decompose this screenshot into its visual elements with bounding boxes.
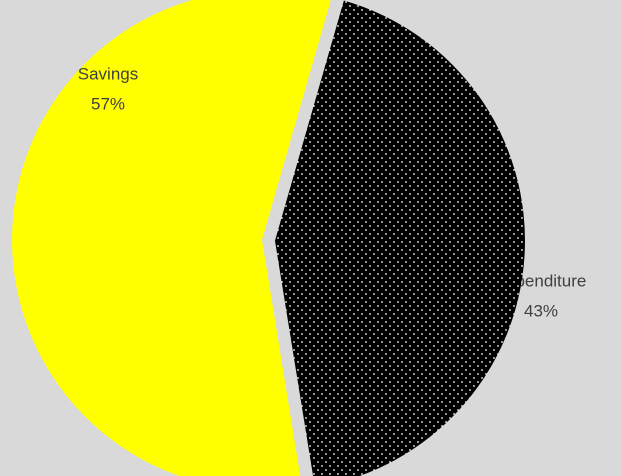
pie-slice xyxy=(274,0,525,476)
pie-slice xyxy=(12,0,331,476)
slice-label: Savings xyxy=(78,64,138,83)
slice-value-label: 57% xyxy=(91,94,125,113)
slice-value-label: 43% xyxy=(524,301,558,320)
